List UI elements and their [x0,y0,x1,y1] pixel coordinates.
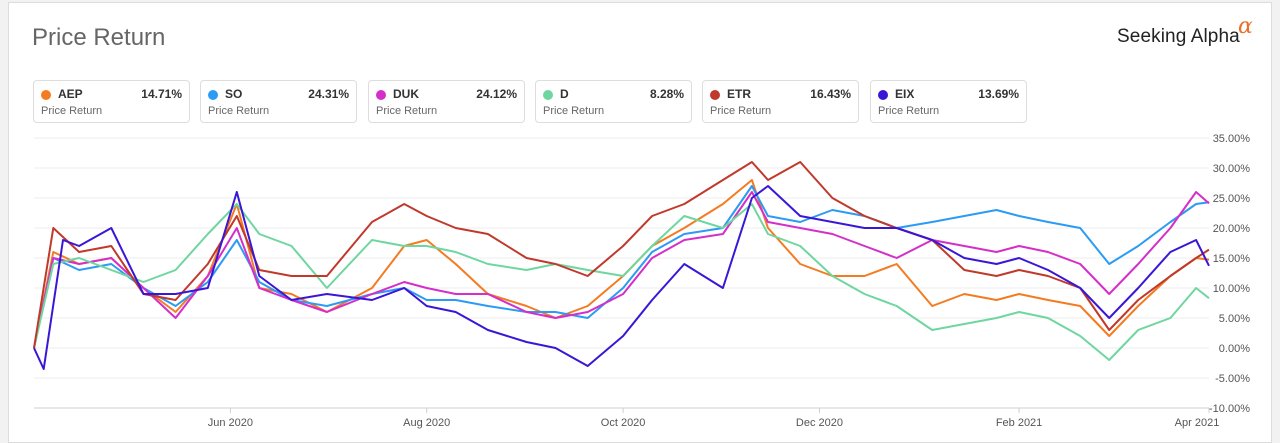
x-tick-label: Feb 2021 [996,417,1042,429]
legend-value: 14.71% [141,87,182,101]
x-tick-label: Aug 2020 [403,417,450,429]
brand-logo: Seeking Alpha [1117,26,1240,47]
x-tick-label: Oct 2020 [601,417,646,429]
legend-value: 24.12% [476,87,517,101]
y-tick-label: 0.00% [1219,343,1250,355]
legend-ticker: EIX [895,87,915,101]
legend-ticker: D [560,87,569,101]
legend-value: 8.28% [649,87,684,101]
y-tick-label: -5.00% [1215,373,1250,385]
series-line-d[interactable] [33,203,1210,361]
y-tick-label: 5.00% [1219,313,1250,325]
legend-card-so[interactable]: SO 24.31% Price Return [200,80,357,123]
legend-card-d[interactable]: D 8.28% Price Return [535,80,692,123]
y-tick-label: 20.00% [1213,223,1251,235]
legend-value: 24.31% [308,87,349,101]
series-line-duk[interactable] [33,191,1210,349]
series-line-eix[interactable] [33,185,1210,370]
legend-metric-label: Price Return [41,105,103,117]
legend-dot-icon [878,90,888,100]
legend-dot-icon [41,90,51,100]
legend-dot-icon [376,90,386,100]
y-tick-label: 25.00% [1213,193,1251,205]
x-tick-label: Apr 2021 [1175,417,1220,429]
legend-value: 16.43% [810,87,851,101]
legend-ticker: SO [225,87,243,101]
legend-value: 13.69% [978,87,1019,101]
legend-card-eix[interactable]: EIX 13.69% Price Return [870,80,1027,123]
legend-metric-label: Price Return [543,105,605,117]
series-line-so[interactable] [33,185,1210,349]
x-tick-label: Jun 2020 [208,417,253,429]
legend-metric-label: Price Return [710,105,772,117]
legend-dot-icon [543,90,553,100]
legend-card-aep[interactable]: AEP 14.71% Price Return [33,80,190,123]
y-tick-label: 10.00% [1213,283,1251,295]
y-tick-label: 15.00% [1213,253,1251,265]
legend-dot-icon [710,90,720,100]
legend-ticker: ETR [727,87,751,101]
y-tick-label: 35.00% [1213,133,1251,145]
legend-metric-label: Price Return [878,105,940,117]
legend-card-etr[interactable]: ETR 16.43% Price Return [702,80,859,123]
y-tick-label: -10.00% [1209,403,1250,415]
legend-dot-icon [208,90,218,100]
y-tick-label: 30.00% [1213,163,1251,175]
legend-ticker: AEP [58,87,83,101]
brand-alpha-mark: α [1238,14,1253,39]
legend-ticker: DUK [393,87,419,101]
x-tick-label: Dec 2020 [796,417,843,429]
series-line-etr[interactable] [33,161,1210,349]
page-title: Price Return [32,24,166,51]
legend-card-duk[interactable]: DUK 24.12% Price Return [368,80,525,123]
legend-metric-label: Price Return [208,105,270,117]
legend-metric-label: Price Return [376,105,438,117]
